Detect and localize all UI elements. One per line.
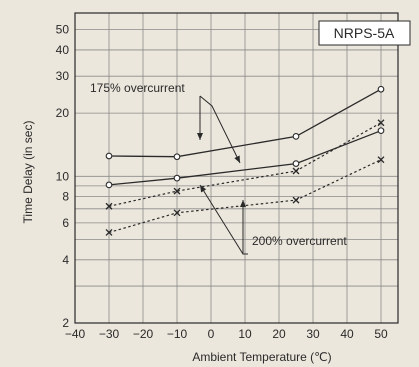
- series-line-2: [108, 130, 382, 186]
- data-point-stroke: [105, 202, 113, 210]
- data-point: [105, 152, 113, 160]
- y-tick-label: 50: [56, 23, 70, 37]
- y-axis-label: Time Delay (in sec): [21, 121, 35, 224]
- data-point: [105, 202, 113, 210]
- data-point: [292, 160, 300, 167]
- data-point: [105, 229, 113, 236]
- data-point: [292, 133, 300, 140]
- data-point: [173, 153, 181, 161]
- x-tick-label: −40: [65, 327, 86, 341]
- leader-200-lower: [240, 200, 248, 255]
- data-point: [377, 85, 385, 93]
- series-line-1: [108, 88, 382, 158]
- x-tick-label: −20: [133, 327, 154, 341]
- x-tick-label: 50: [374, 327, 388, 341]
- data-point-stroke: [377, 119, 385, 127]
- data-point-stroke: [292, 167, 300, 175]
- y-tick-label: 30: [56, 69, 70, 83]
- leader-175-lower: [199, 95, 241, 164]
- grid: [74, 12, 398, 324]
- data-point: [292, 167, 300, 175]
- y-tick-label: 20: [56, 106, 70, 120]
- data-point-stroke: [292, 196, 300, 204]
- annotation-200: 200% overcurrent: [252, 234, 347, 248]
- leader-200-upper: [199, 184, 248, 255]
- y-tick-label: 40: [56, 43, 70, 57]
- data-point: [377, 156, 385, 164]
- annotation-175: 175% overcurrent: [90, 81, 185, 95]
- plot-frame: [74, 12, 399, 324]
- x-tick-label: 20: [272, 327, 286, 341]
- data-point-stroke: [377, 156, 385, 164]
- data-point: [377, 119, 385, 127]
- series-group: [105, 85, 385, 236]
- y-tick-label: 6: [62, 216, 69, 230]
- series-line-3: [108, 122, 382, 207]
- data-point: [173, 187, 181, 195]
- data-point-stroke: [105, 229, 113, 236]
- chart-title: NRPS-5A: [334, 25, 395, 41]
- x-tick-label: 10: [238, 327, 252, 341]
- data-point: [377, 127, 385, 135]
- x-axis-label: Ambient Temperature (℃): [192, 350, 331, 364]
- x-tick-label: 0: [208, 327, 215, 341]
- y-tick-label: 8: [62, 190, 69, 204]
- x-tick-label: 30: [306, 327, 320, 341]
- x-tick-label: −10: [167, 327, 188, 341]
- annotation-leaders: [197, 95, 248, 255]
- title-box: [318, 20, 411, 46]
- tick-labels: −40 −30 −20 −10 0 10 20 30 40 50 2 4 6 8 10 20 30 40 50: [56, 23, 388, 341]
- series-line-4: [108, 159, 382, 234]
- y-tick-label: 4: [62, 253, 69, 267]
- y-tick-label: 10: [56, 169, 70, 183]
- x-tick-label: 40: [340, 327, 354, 341]
- data-point: [292, 196, 300, 204]
- x-tick-label: −30: [99, 327, 120, 341]
- data-point-stroke: [173, 209, 181, 217]
- data-point: [105, 181, 113, 189]
- y-tick-label: 2: [62, 316, 69, 330]
- data-point-stroke: [173, 187, 181, 195]
- data-point: [173, 174, 181, 182]
- data-point: [173, 209, 181, 217]
